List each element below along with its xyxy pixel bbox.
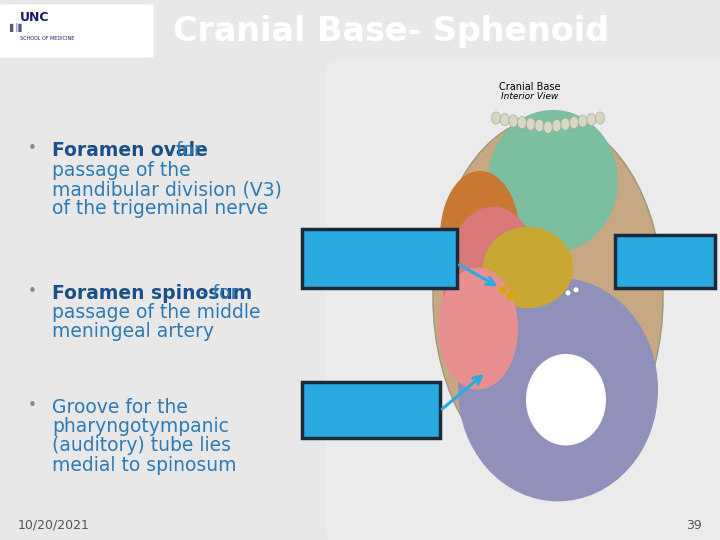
Text: SCHOOL OF MEDICINE: SCHOOL OF MEDICINE (20, 36, 75, 41)
Text: Interior View: Interior View (501, 92, 559, 100)
Text: medial to spinosum: medial to spinosum (52, 456, 236, 475)
Text: 10/20/2021: 10/20/2021 (18, 519, 90, 532)
FancyBboxPatch shape (326, 58, 720, 540)
Text: mandibular division (V3): mandibular division (V3) (52, 180, 282, 199)
Ellipse shape (440, 171, 520, 303)
Circle shape (506, 292, 514, 300)
Ellipse shape (552, 119, 561, 132)
Ellipse shape (458, 278, 658, 501)
Ellipse shape (526, 118, 535, 130)
Ellipse shape (587, 113, 596, 126)
Text: (auditory) tube lies: (auditory) tube lies (52, 436, 231, 455)
Ellipse shape (570, 117, 578, 129)
Text: Cranial Base: Cranial Base (499, 83, 561, 92)
Ellipse shape (509, 115, 518, 127)
Ellipse shape (433, 118, 663, 478)
Circle shape (573, 287, 579, 293)
Text: ▌|▌: ▌|▌ (9, 23, 24, 32)
FancyBboxPatch shape (0, 4, 153, 58)
Bar (302, 382, 440, 438)
Text: Groove for the: Groove for the (52, 397, 188, 417)
Text: •: • (28, 397, 37, 413)
Ellipse shape (483, 227, 573, 308)
Ellipse shape (595, 112, 605, 124)
Text: passage of the: passage of the (52, 161, 191, 180)
Text: of the trigeminal nerve: of the trigeminal nerve (52, 199, 269, 218)
Text: Foramen spinosum: Foramen spinosum (52, 284, 252, 303)
Text: for: for (170, 141, 202, 160)
Circle shape (565, 290, 571, 296)
Text: 39: 39 (686, 519, 702, 532)
Ellipse shape (500, 113, 509, 126)
Text: Foramen ovale: Foramen ovale (52, 141, 208, 160)
Ellipse shape (492, 112, 500, 124)
Text: UNC: UNC (20, 11, 50, 24)
Ellipse shape (578, 115, 588, 127)
Text: meningeal artery: meningeal artery (52, 322, 214, 341)
Text: Cranial Base- Sphenoid: Cranial Base- Sphenoid (173, 15, 609, 48)
Ellipse shape (544, 121, 552, 133)
Bar (615, 235, 715, 288)
Ellipse shape (443, 206, 543, 369)
Text: •: • (28, 141, 37, 157)
Ellipse shape (526, 354, 606, 445)
Circle shape (499, 286, 507, 294)
Ellipse shape (488, 110, 618, 252)
Ellipse shape (561, 118, 570, 130)
Text: passage of the middle: passage of the middle (52, 303, 261, 322)
Bar (302, 229, 457, 288)
Ellipse shape (438, 267, 518, 389)
Text: - for: - for (200, 284, 238, 303)
Text: •: • (28, 284, 37, 299)
Text: pharyngotympanic: pharyngotympanic (52, 417, 229, 436)
Ellipse shape (535, 119, 544, 132)
Ellipse shape (518, 117, 526, 129)
